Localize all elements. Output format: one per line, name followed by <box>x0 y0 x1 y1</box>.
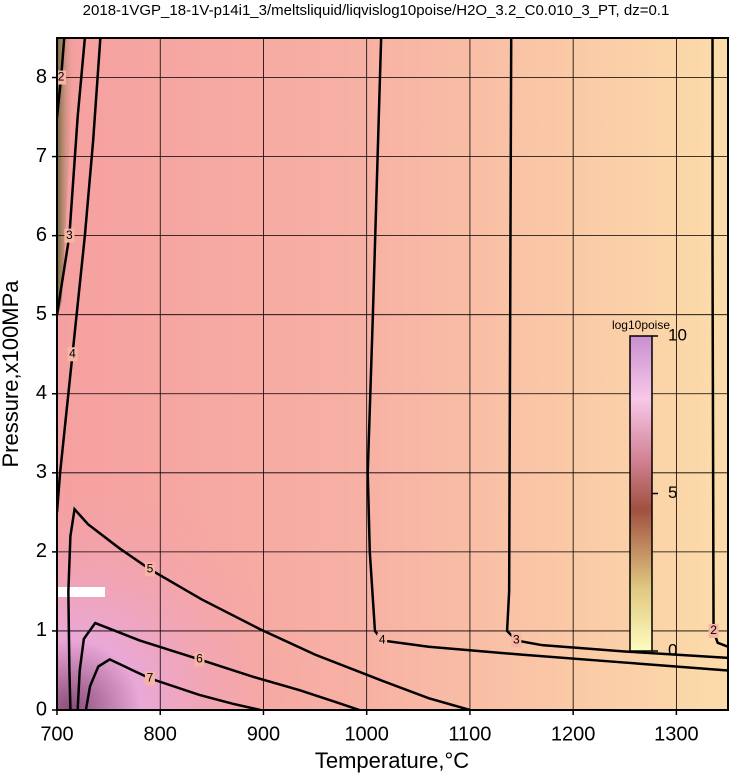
y-tick-label: 6 <box>36 224 47 246</box>
field <box>57 38 728 710</box>
x-axis-label: Temperature,°C <box>315 748 469 773</box>
contour-line <box>57 38 87 315</box>
contour-label: 4 <box>69 346 76 360</box>
background <box>57 38 728 710</box>
contour-label-bg <box>377 633 388 648</box>
contour-label: 6 <box>196 652 203 666</box>
y-axis-label: Pressure,x100MPa <box>0 280 23 468</box>
contour-label-bg <box>511 633 522 648</box>
contour-label: 2 <box>710 623 717 637</box>
colorbar-tick-label: 10 <box>668 325 687 344</box>
contour-line <box>76 621 360 710</box>
contour-line <box>67 506 471 710</box>
colorbar-label: log10poise <box>612 318 670 332</box>
contour-label-bg <box>144 562 155 577</box>
y-tick-label: 0 <box>36 698 47 720</box>
contour-label-bg <box>67 347 78 362</box>
contour-label: 3 <box>66 228 73 242</box>
contour-line <box>84 657 261 710</box>
x-tick-label: 1300 <box>654 723 699 745</box>
y-tick-label: 8 <box>36 66 47 88</box>
colorbar <box>629 335 653 652</box>
y-tick-label: 3 <box>36 461 47 483</box>
x-tick-label: 1200 <box>551 723 596 745</box>
y-tick-label: 2 <box>36 540 47 562</box>
contour-label-bg <box>64 228 75 243</box>
chart-title: 2018-1VGP_18-1V-p14i1_3/meltsliquid/liqv… <box>83 2 670 19</box>
contour-label: 2 <box>58 70 65 84</box>
contour-line <box>57 38 102 513</box>
y-tick-label: 7 <box>36 145 47 167</box>
colorbar-tick-label: 0 <box>668 640 677 659</box>
contour-label-bg <box>194 652 205 667</box>
x-tick-label: 800 <box>144 723 177 745</box>
contour-label: 5 <box>147 561 154 575</box>
y-tick-label: 4 <box>36 382 47 404</box>
frame <box>56 37 729 711</box>
colorbar-tick-label: 5 <box>668 483 677 502</box>
contour-label: 3 <box>513 633 520 647</box>
marker <box>57 587 105 597</box>
contour-label-bg <box>708 623 719 638</box>
background <box>57 38 75 320</box>
x-tick-label: 700 <box>40 723 73 745</box>
contours: 2 3 4 5 6 7 4 3 2 <box>56 38 728 710</box>
contour-label-bg <box>144 671 155 686</box>
contour-label: 7 <box>147 671 154 685</box>
x-tick-label: 900 <box>247 723 280 745</box>
contour-label: 4 <box>379 633 386 647</box>
x-tick-label: 1100 <box>448 723 491 745</box>
x-tick-label: 1000 <box>344 723 389 745</box>
contour-label-bg <box>56 70 67 85</box>
y-tick-label: 1 <box>36 619 47 641</box>
y-tick-label: 5 <box>36 303 47 325</box>
